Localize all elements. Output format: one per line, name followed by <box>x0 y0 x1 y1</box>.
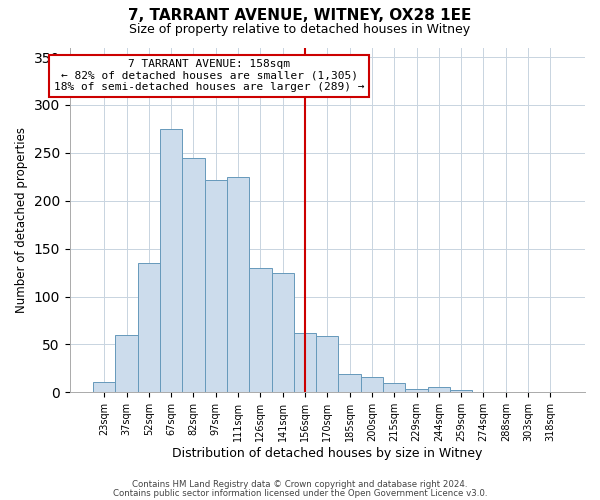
Text: Size of property relative to detached houses in Witney: Size of property relative to detached ho… <box>130 22 470 36</box>
Bar <box>450 390 472 392</box>
Bar <box>383 383 406 392</box>
Bar <box>160 129 182 392</box>
Text: Contains HM Land Registry data © Crown copyright and database right 2024.: Contains HM Land Registry data © Crown c… <box>132 480 468 489</box>
Text: Contains public sector information licensed under the Open Government Licence v3: Contains public sector information licen… <box>113 490 487 498</box>
X-axis label: Distribution of detached houses by size in Witney: Distribution of detached houses by size … <box>172 447 482 460</box>
Y-axis label: Number of detached properties: Number of detached properties <box>15 127 28 313</box>
Bar <box>93 382 115 392</box>
Bar <box>227 177 249 392</box>
Bar <box>316 336 338 392</box>
Bar <box>137 263 160 392</box>
Bar <box>272 272 294 392</box>
Text: 7 TARRANT AVENUE: 158sqm
← 82% of detached houses are smaller (1,305)
18% of sem: 7 TARRANT AVENUE: 158sqm ← 82% of detach… <box>54 59 364 92</box>
Bar <box>294 333 316 392</box>
Bar <box>182 158 205 392</box>
Bar <box>115 335 137 392</box>
Bar <box>338 374 361 392</box>
Bar <box>406 388 428 392</box>
Bar <box>249 268 272 392</box>
Text: 7, TARRANT AVENUE, WITNEY, OX28 1EE: 7, TARRANT AVENUE, WITNEY, OX28 1EE <box>128 8 472 22</box>
Bar <box>428 386 450 392</box>
Bar <box>361 377 383 392</box>
Bar <box>205 180 227 392</box>
